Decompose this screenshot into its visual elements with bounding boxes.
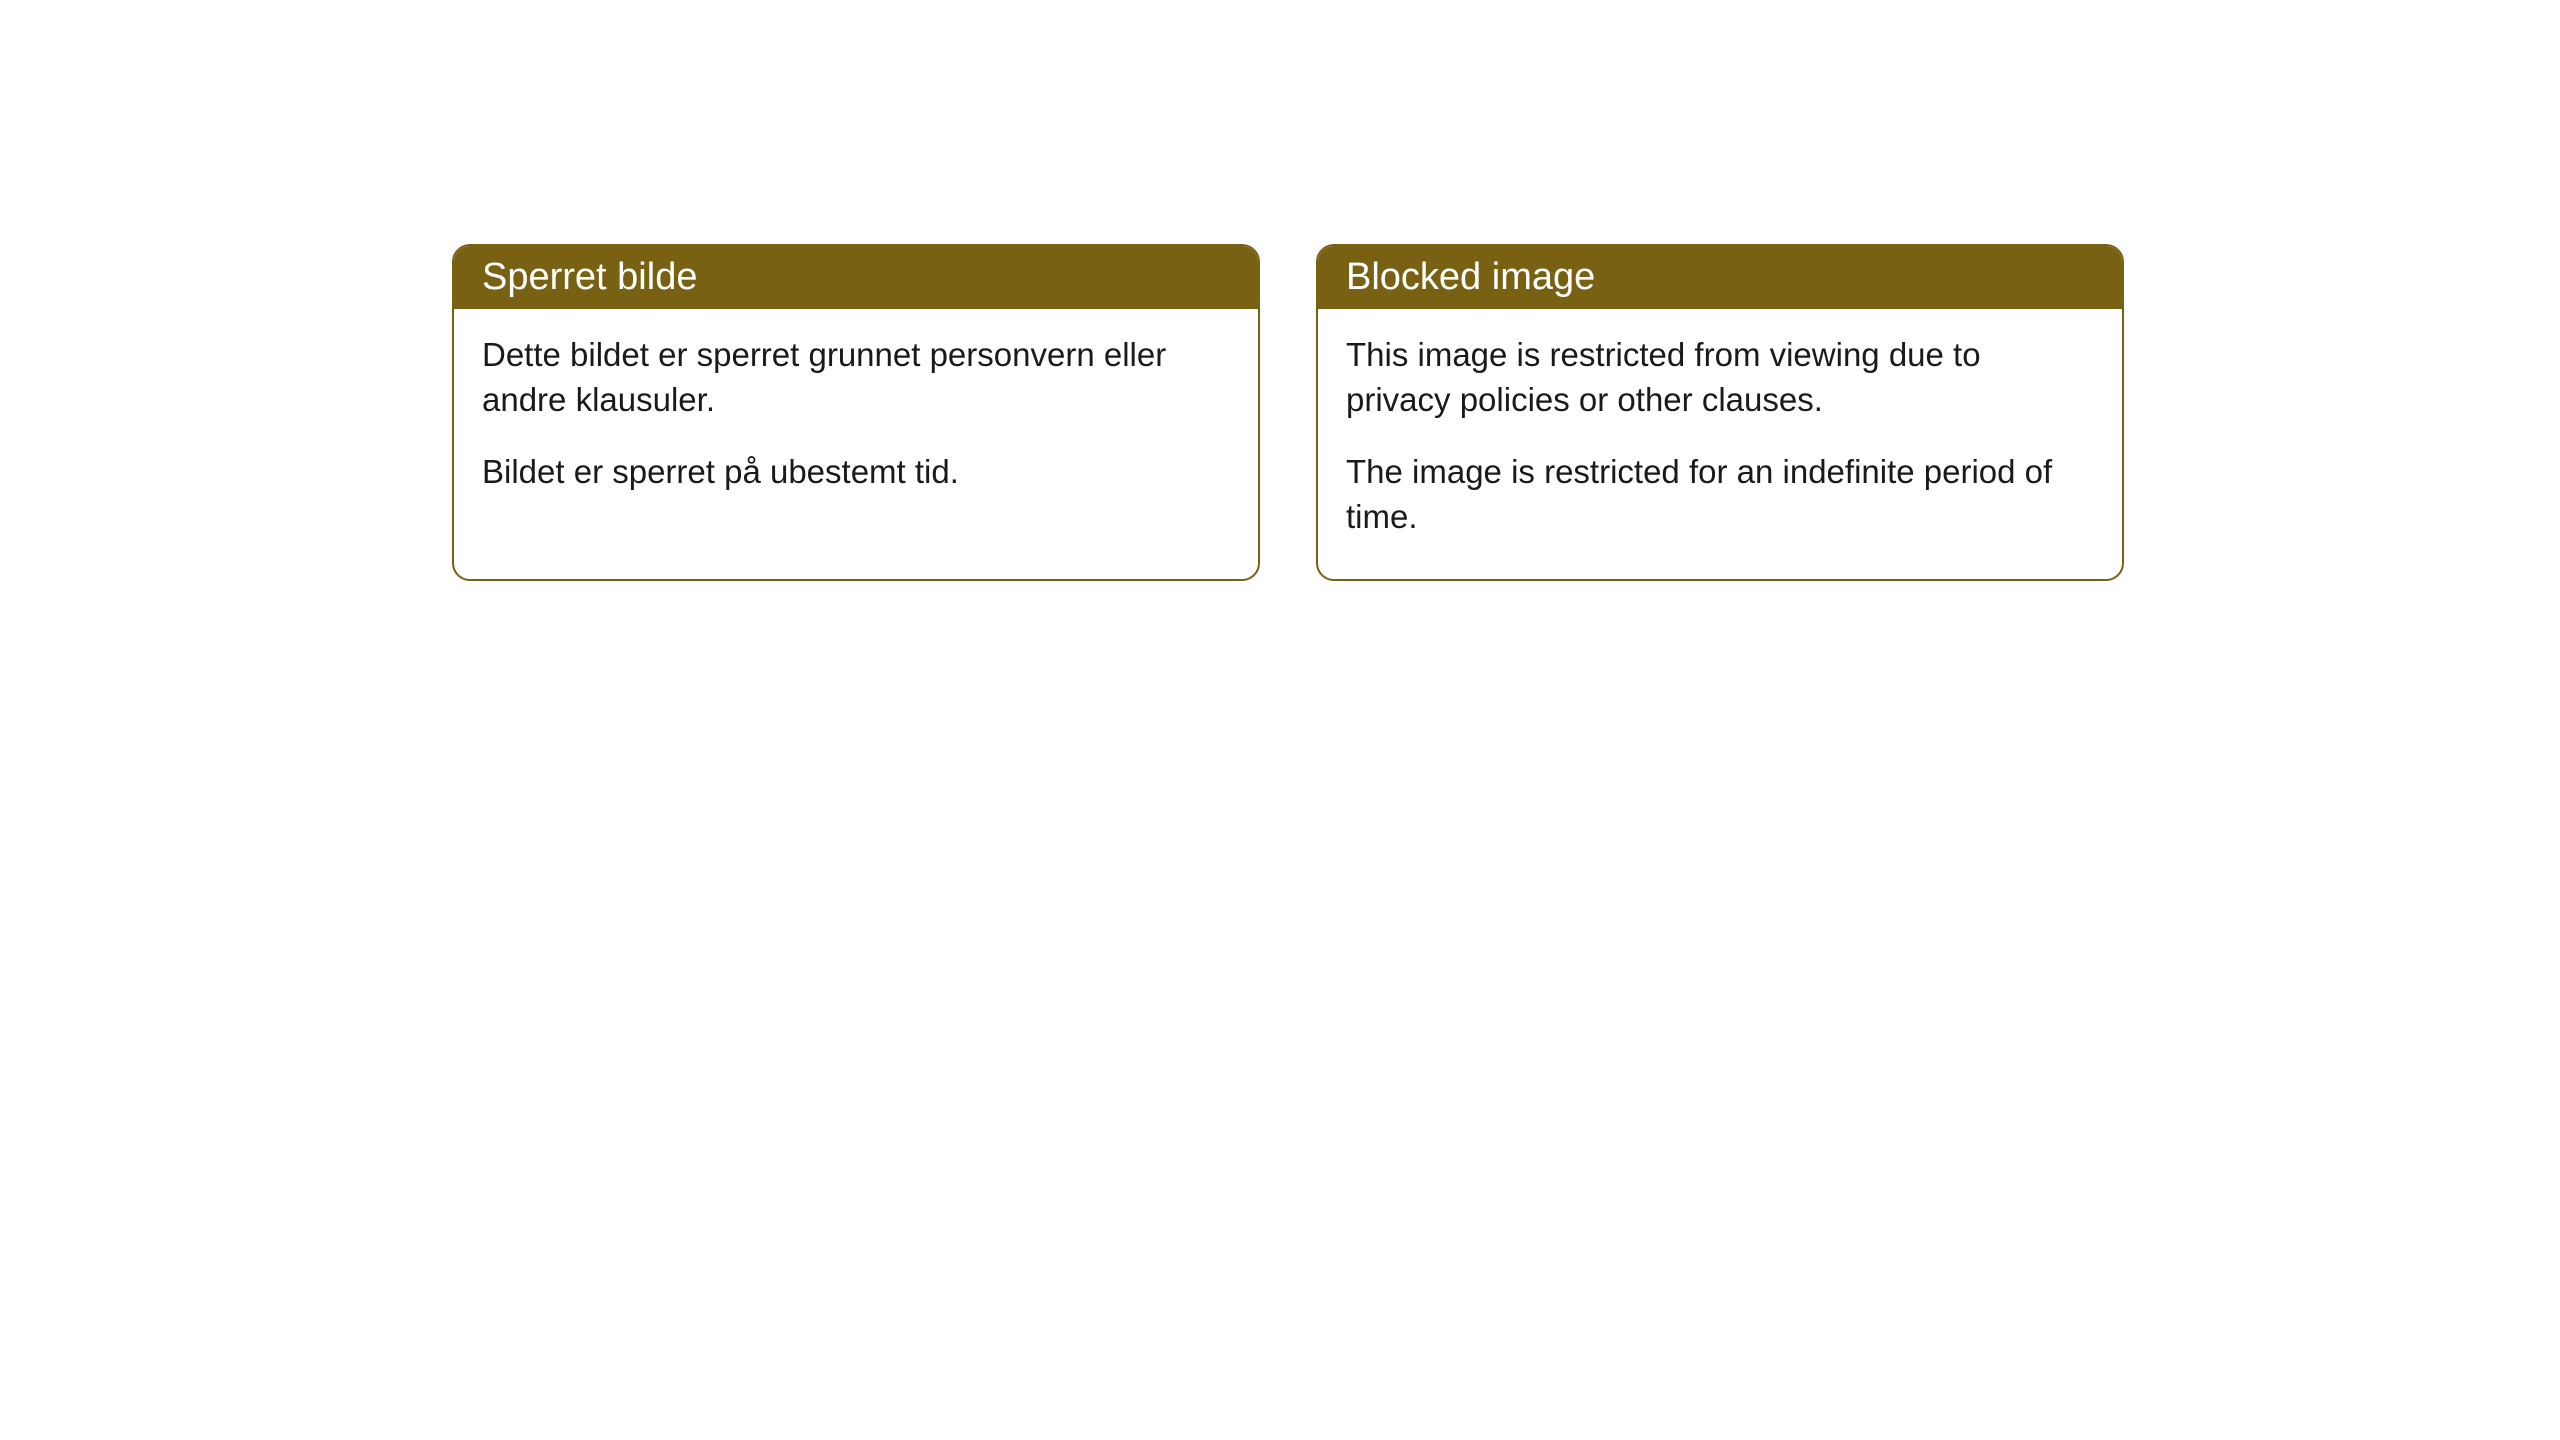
card-header: Blocked image (1318, 246, 2122, 309)
card-paragraph: Bildet er sperret på ubestemt tid. (482, 450, 1230, 495)
card-header: Sperret bilde (454, 246, 1258, 309)
card-paragraph: The image is restricted for an indefinit… (1346, 450, 2094, 539)
card-title: Blocked image (1346, 256, 1595, 298)
card-body: Dette bildet er sperret grunnet personve… (454, 309, 1258, 535)
card-title: Sperret bilde (482, 256, 697, 298)
card-paragraph: This image is restricted from viewing du… (1346, 333, 2094, 422)
notice-cards-container: Sperret bilde Dette bildet er sperret gr… (452, 244, 2124, 581)
card-body: This image is restricted from viewing du… (1318, 309, 2122, 579)
blocked-image-card-norwegian: Sperret bilde Dette bildet er sperret gr… (452, 244, 1260, 581)
blocked-image-card-english: Blocked image This image is restricted f… (1316, 244, 2124, 581)
card-paragraph: Dette bildet er sperret grunnet personve… (482, 333, 1230, 422)
